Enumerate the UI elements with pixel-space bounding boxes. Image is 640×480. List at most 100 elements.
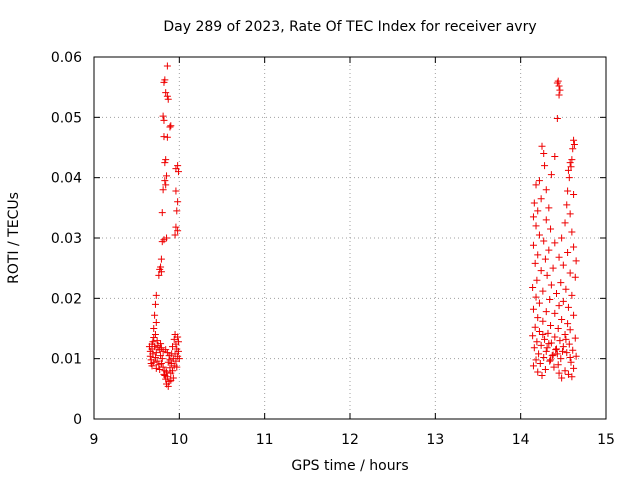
data-point bbox=[568, 228, 576, 236]
data-point bbox=[551, 153, 559, 161]
data-point bbox=[540, 237, 548, 245]
data-point bbox=[157, 255, 165, 263]
data-point bbox=[171, 331, 179, 339]
data-point bbox=[564, 248, 572, 256]
data-point bbox=[167, 122, 175, 130]
data-point bbox=[547, 171, 555, 179]
data-point bbox=[529, 241, 537, 249]
data-point bbox=[160, 78, 168, 86]
data-point bbox=[163, 92, 171, 100]
data-point bbox=[163, 349, 171, 357]
data-point bbox=[157, 352, 165, 360]
data-point bbox=[553, 350, 561, 358]
data-point bbox=[151, 353, 159, 361]
plot-frame bbox=[93, 56, 607, 420]
data-point bbox=[152, 291, 160, 299]
data-point bbox=[171, 231, 179, 239]
data-point bbox=[161, 372, 169, 380]
data-point bbox=[542, 216, 550, 224]
data-point bbox=[559, 343, 567, 351]
data-point bbox=[150, 325, 158, 332]
data-point bbox=[535, 350, 543, 358]
data-point bbox=[537, 195, 545, 203]
data-point bbox=[549, 264, 557, 272]
data-point bbox=[535, 231, 543, 239]
data-point bbox=[151, 331, 159, 339]
data-point bbox=[146, 352, 154, 360]
data-point bbox=[541, 366, 549, 374]
data-point bbox=[547, 321, 555, 329]
data-point bbox=[557, 279, 565, 287]
data-point bbox=[174, 162, 182, 170]
data-point bbox=[172, 187, 180, 195]
data-point bbox=[166, 364, 174, 372]
data-point bbox=[545, 204, 553, 212]
x-tick-label: 9 bbox=[90, 432, 99, 448]
data-point bbox=[547, 225, 555, 233]
x-tick-label: 14 bbox=[512, 432, 530, 448]
data-point bbox=[553, 290, 561, 298]
data-point bbox=[534, 314, 542, 322]
data-point bbox=[546, 296, 554, 304]
data-point bbox=[534, 251, 542, 259]
x-tick-label: 12 bbox=[341, 432, 359, 448]
y-tick-label: 0.06 bbox=[51, 50, 82, 66]
data-point bbox=[157, 344, 165, 352]
data-point bbox=[168, 350, 176, 358]
data-point bbox=[159, 112, 167, 120]
data-point bbox=[158, 238, 166, 246]
data-point bbox=[539, 317, 547, 325]
data-point bbox=[555, 302, 563, 310]
data-point bbox=[546, 357, 554, 365]
data-point bbox=[147, 359, 155, 367]
x-tick-label: 15 bbox=[597, 432, 615, 448]
data-point bbox=[529, 305, 537, 313]
data-point bbox=[174, 168, 182, 176]
data-point bbox=[553, 345, 561, 353]
data-point bbox=[552, 346, 560, 354]
data-point bbox=[173, 207, 181, 215]
data-point bbox=[159, 347, 167, 355]
data-point bbox=[155, 271, 163, 279]
data-point bbox=[547, 356, 555, 364]
data-point bbox=[145, 343, 153, 351]
data-point bbox=[541, 162, 549, 170]
data-point bbox=[555, 253, 563, 261]
data-point bbox=[543, 344, 551, 352]
data-point bbox=[536, 359, 544, 367]
data-point bbox=[547, 281, 555, 289]
data-point bbox=[168, 359, 176, 367]
data-point bbox=[169, 355, 177, 363]
data-point bbox=[537, 341, 545, 349]
data-point bbox=[569, 346, 577, 354]
data-point bbox=[550, 363, 558, 371]
data-point bbox=[530, 199, 538, 207]
data-point bbox=[174, 227, 182, 235]
data-point bbox=[558, 347, 566, 355]
data-point bbox=[563, 201, 571, 209]
data-point bbox=[572, 352, 580, 360]
data-point bbox=[568, 291, 576, 299]
y-tick-label: 0.05 bbox=[51, 110, 82, 126]
data-point bbox=[543, 271, 551, 279]
data-point bbox=[570, 364, 578, 372]
data-point bbox=[159, 186, 167, 194]
data-point bbox=[164, 382, 172, 390]
data-point bbox=[570, 311, 578, 319]
axis-ticks: 9 10 11 12 13 14 15 0 0.01 0.02 0.03 0.04 0.05 0.06 bbox=[51, 50, 615, 448]
data-point bbox=[551, 333, 559, 341]
data-point bbox=[568, 373, 576, 381]
data-point bbox=[532, 181, 540, 189]
data-point bbox=[541, 255, 549, 263]
data-point bbox=[556, 86, 564, 94]
data-point bbox=[160, 133, 168, 141]
data-point bbox=[554, 361, 562, 369]
data-point bbox=[566, 269, 574, 277]
data-point bbox=[160, 236, 168, 244]
data-point bbox=[535, 177, 543, 185]
data-point bbox=[564, 187, 572, 195]
data-point bbox=[152, 318, 160, 326]
data-point bbox=[540, 353, 548, 361]
data-point bbox=[529, 362, 537, 370]
